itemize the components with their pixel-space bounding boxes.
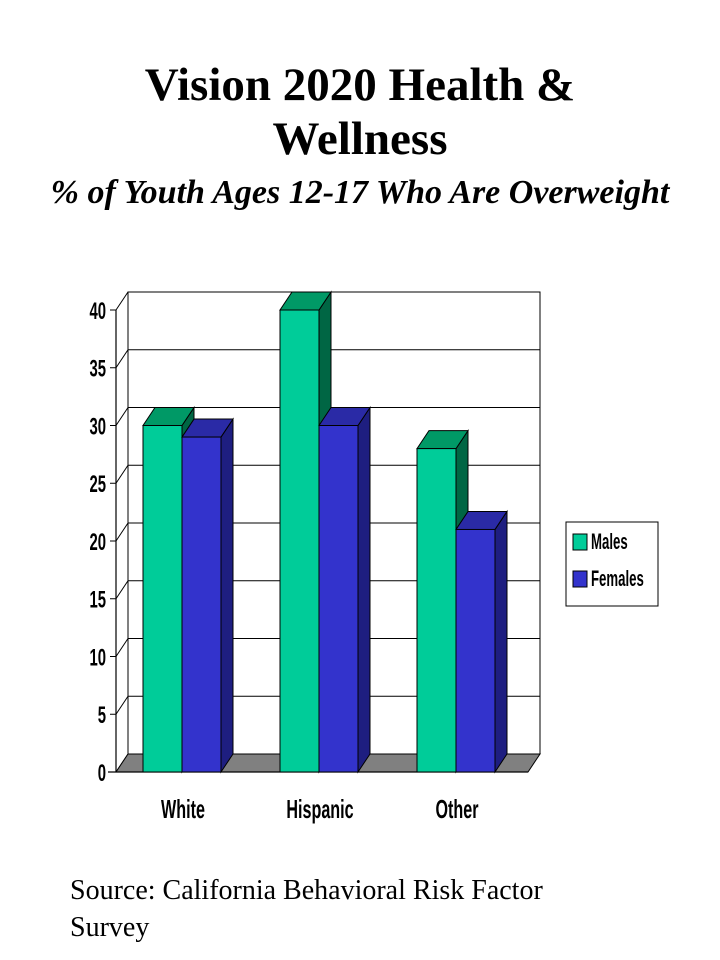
y-tick-label: 30 <box>89 414 106 440</box>
gridline-slant <box>115 464 129 484</box>
gridline-slant <box>115 407 129 426</box>
x-axis-labels: White Hispanic Other <box>161 794 479 824</box>
y-tick-label: 35 <box>89 356 106 382</box>
source-note: Source: California Behavioral Risk Facto… <box>70 875 543 943</box>
gridline-slant <box>115 349 129 369</box>
y-tick-label: 40 <box>89 299 106 325</box>
x-category-label: Other <box>436 794 479 824</box>
bar-females-other <box>455 528 496 773</box>
chart-subtitle: % of Youth Ages 12-17 Who Are Overweight <box>50 174 670 211</box>
bar-females-white <box>181 436 222 773</box>
gridline-slant <box>115 291 129 311</box>
bar-side-females-white <box>220 417 234 774</box>
bar-side-females-other <box>494 509 508 774</box>
legend-label: Males <box>591 530 628 554</box>
bar-females-hispanic <box>318 425 359 773</box>
bar-chart: 0 5 10 15 20 25 30 35 40 White Hispanic Other Male… <box>89 290 659 824</box>
y-tick-label: 25 <box>89 472 106 498</box>
title-block: Vision 2020 Health & Wellness % of Youth… <box>0 58 720 216</box>
legend: Males Females <box>565 521 659 607</box>
gridline-slant <box>115 638 129 657</box>
y-tick-label: 10 <box>89 645 106 671</box>
x-category-label: White <box>161 794 205 824</box>
legend-swatch-females <box>572 570 588 588</box>
y-tick-label: 0 <box>98 761 106 787</box>
y-tick-label: 5 <box>98 703 106 729</box>
legend-label: Females <box>591 567 644 591</box>
x-category-label: Hispanic <box>286 794 353 824</box>
gridline-slant <box>115 522 129 542</box>
y-tick-label: 15 <box>89 587 106 613</box>
chart-title: Vision 2020 Health & Wellness <box>144 59 576 165</box>
gridline-slant <box>115 580 129 600</box>
bar-males-white <box>142 425 183 773</box>
bar-males-other <box>416 448 457 773</box>
bar-side-females-hispanic <box>357 405 371 774</box>
legend-swatch-males <box>572 533 588 551</box>
bar-males-hispanic <box>279 309 320 773</box>
y-tick-label: 20 <box>89 530 106 556</box>
y-axis: 0 5 10 15 20 25 30 35 40 <box>89 299 117 787</box>
gridline-slant <box>115 695 129 715</box>
bars <box>142 290 508 774</box>
